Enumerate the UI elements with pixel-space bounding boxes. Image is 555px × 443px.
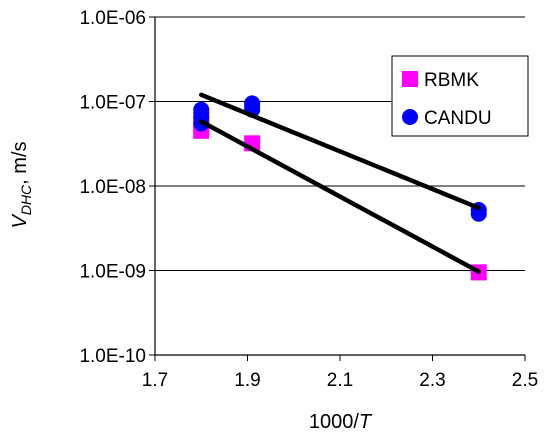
candu-point-3 <box>193 101 210 118</box>
legend-label-rbmk: RBMK <box>424 70 479 91</box>
x-tick-label-4: 2.5 <box>512 370 538 391</box>
legend-marker-candu <box>402 109 418 125</box>
y-tick-label-3: 1.0E-07 <box>79 93 146 114</box>
x-tick-label-2: 2.1 <box>327 370 353 391</box>
y-tick-label-2: 1.0E-08 <box>79 177 146 198</box>
legend-marker-rbmk <box>402 71 418 87</box>
legend: RBMK CANDU <box>391 55 529 137</box>
trendline-0 <box>199 92 481 211</box>
legend-label-candu: CANDU <box>424 108 492 129</box>
y-tick-label-4: 1.0E-06 <box>79 8 146 29</box>
x-tick-label-1: 1.9 <box>234 370 260 391</box>
tick-labels: 1.0E-10 1.0E-09 1.0E-08 1.0E-07 1.0E-06 1.7 1.… <box>79 8 538 391</box>
y-tick-label-1: 1.0E-09 <box>79 262 146 283</box>
axes <box>149 16 526 361</box>
trendline-1 <box>199 119 481 274</box>
x-axis-title: 1000/T <box>309 411 373 433</box>
x-tick-label-3: 2.3 <box>419 370 445 391</box>
candu-point-6 <box>244 95 261 112</box>
y-tick-label-0: 1.0E-10 <box>79 346 146 367</box>
grid-lines <box>155 16 525 271</box>
y-axis-title: VDHC, m/s <box>9 141 34 228</box>
x-tick-label-0: 1.7 <box>142 370 168 391</box>
trendlines <box>199 92 481 274</box>
